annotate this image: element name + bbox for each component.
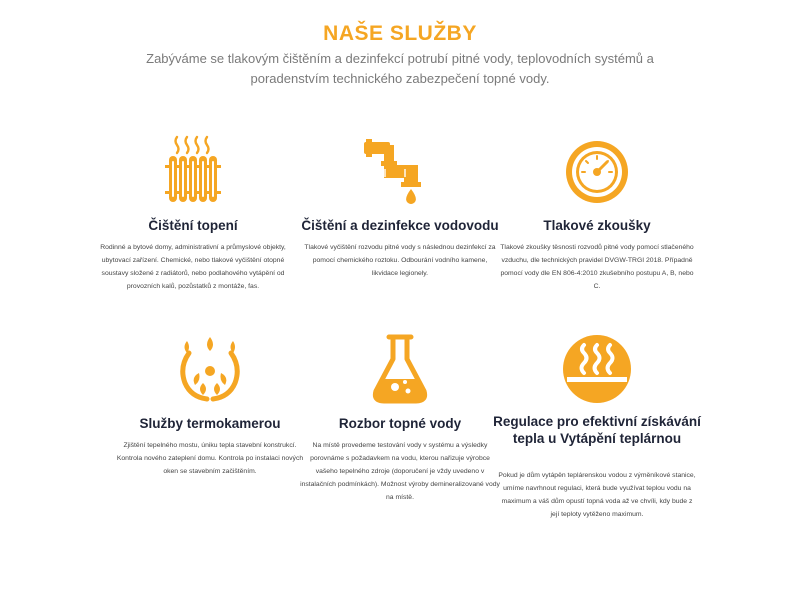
heat-waves-icon (497, 333, 697, 403)
service-title: Rozbor topné vody (338, 416, 462, 431)
service-title: Služby termokamerou (139, 416, 281, 431)
service-text: Tlakové vyčištění rozvodu pitné vody s n… (304, 244, 496, 277)
service-text: Na místě provedeme testování vody v syst… (300, 442, 500, 501)
service-text: Zjištění tepelného mostu, úniku tepla st… (116, 442, 304, 475)
thermal-camera-icon (110, 333, 310, 403)
pipe-drop-icon (300, 135, 500, 205)
service-title: Regulace pro efektivní získávání tepla u… (493, 414, 701, 446)
service-text: Pokud je dům vytápěn teplárenskou vodou … (498, 472, 696, 518)
service-title: Tlakové zkoušky (543, 218, 651, 233)
radiator-icon (93, 135, 293, 205)
lab-flask-icon (300, 333, 500, 404)
service-text: Tlakové zkoušky těsnosti rozvodů pitné v… (500, 244, 694, 290)
section-title: NAŠE SLUŽBY (323, 22, 477, 45)
service-text: Rodinné a bytové domy, administrativní a… (100, 244, 286, 290)
pressure-gauge-icon (497, 135, 697, 205)
section-subtitle: Zabýváme se tlakovým čištěním a dezinfek… (146, 51, 654, 86)
service-title: Čištění topení (148, 218, 238, 233)
service-title: Čištění a dezinfekce vodovodu (301, 218, 499, 233)
